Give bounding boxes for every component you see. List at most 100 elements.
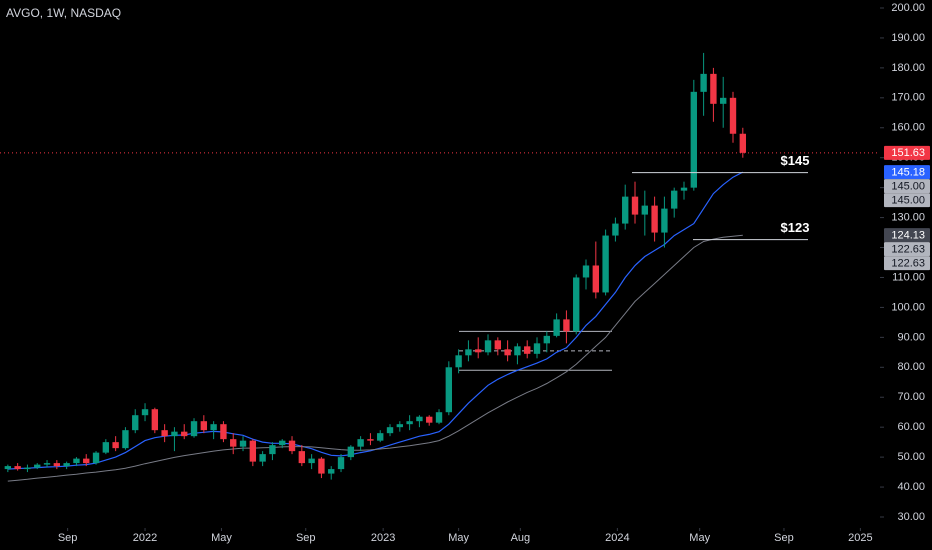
candle-body bbox=[465, 349, 472, 356]
candle-body bbox=[729, 97, 737, 134]
candle-body bbox=[631, 196, 639, 215]
candle-body bbox=[259, 454, 266, 462]
candle-body bbox=[102, 442, 110, 453]
y-tick-label: 130.00 bbox=[891, 211, 925, 223]
candle-body bbox=[563, 319, 570, 332]
y-tick-label: 160.00 bbox=[891, 122, 925, 134]
y-tick-label: 190.00 bbox=[891, 32, 925, 44]
candle-body bbox=[533, 343, 541, 354]
price-tag bbox=[884, 228, 930, 243]
candle-body bbox=[73, 458, 80, 464]
candle-body bbox=[690, 91, 697, 188]
candle-body bbox=[92, 452, 100, 464]
y-tick-label: 200.00 bbox=[891, 2, 925, 14]
candle-body bbox=[122, 430, 129, 449]
x-tick-label: Aug bbox=[511, 532, 531, 544]
price-tag-label: 122.63 bbox=[891, 258, 925, 270]
candle-body bbox=[112, 442, 119, 449]
candle-body bbox=[484, 340, 492, 353]
x-tick-label: 2024 bbox=[605, 532, 629, 544]
candle-body bbox=[249, 440, 257, 462]
candle-body bbox=[132, 415, 139, 431]
price-tag-label: 122.63 bbox=[891, 244, 925, 256]
candle-body bbox=[269, 445, 276, 455]
x-tick-label: 2022 bbox=[133, 532, 157, 544]
candle-body bbox=[710, 73, 717, 104]
price-tag-label: 124.13 bbox=[891, 230, 925, 242]
candle-body bbox=[318, 458, 325, 474]
candle-body bbox=[210, 424, 217, 431]
price-tag-label: 151.63 bbox=[891, 147, 925, 159]
x-tick-label: May bbox=[211, 532, 232, 544]
candle-body bbox=[288, 440, 296, 452]
y-tick-label: 40.00 bbox=[897, 481, 925, 493]
price-tag bbox=[884, 179, 930, 194]
candle-body bbox=[220, 424, 227, 440]
price-tag bbox=[884, 193, 930, 208]
candle-body bbox=[455, 355, 462, 368]
price-tag bbox=[884, 242, 930, 257]
candle-body bbox=[347, 446, 355, 458]
y-tick-label: 50.00 bbox=[897, 451, 925, 463]
candle-body bbox=[367, 439, 374, 441]
y-tick-label: 180.00 bbox=[891, 62, 925, 74]
x-tick-label: May bbox=[689, 532, 710, 544]
price-tag bbox=[884, 145, 930, 160]
y-tick-label: 100.00 bbox=[891, 301, 925, 313]
candle-body bbox=[190, 421, 198, 437]
level-label: $145 bbox=[781, 153, 810, 168]
x-tick-label: 2023 bbox=[371, 532, 395, 544]
candle-body bbox=[612, 223, 619, 236]
y-tick-label: 170.00 bbox=[891, 92, 925, 104]
candle-body bbox=[181, 431, 188, 437]
y-tick-label: 70.00 bbox=[897, 391, 925, 403]
candle-body bbox=[308, 458, 315, 464]
candle-body bbox=[151, 409, 159, 431]
candle-body bbox=[4, 466, 12, 470]
candle-body bbox=[671, 190, 678, 209]
candle-body bbox=[720, 97, 727, 104]
price-tag-label: 145.00 bbox=[891, 195, 925, 207]
price-tag-label: 145.00 bbox=[891, 181, 925, 193]
candle-body bbox=[475, 349, 482, 353]
candle-body bbox=[337, 457, 345, 470]
level-label: $123 bbox=[781, 220, 810, 235]
candle-body bbox=[377, 433, 384, 441]
candle-body bbox=[279, 440, 286, 446]
candle-body bbox=[573, 277, 580, 332]
y-tick-label: 110.00 bbox=[892, 271, 925, 283]
candle-body bbox=[53, 463, 61, 467]
candle-body bbox=[582, 265, 590, 278]
candle-body bbox=[514, 346, 521, 356]
candle-body bbox=[426, 416, 433, 423]
candle-body bbox=[680, 187, 688, 191]
y-tick-label: 30.00 bbox=[897, 511, 925, 523]
y-tick-label: 90.00 bbox=[897, 331, 925, 343]
candle-body bbox=[396, 424, 404, 428]
candle-body bbox=[357, 439, 364, 447]
candle-body bbox=[592, 265, 599, 293]
candle-body bbox=[298, 451, 306, 464]
candle-body bbox=[700, 73, 707, 92]
candle-body bbox=[435, 412, 443, 423]
candle-body bbox=[386, 427, 394, 434]
candle-body bbox=[63, 463, 70, 467]
price-tag bbox=[884, 256, 930, 271]
candle-body bbox=[83, 458, 90, 464]
candle-body bbox=[641, 205, 648, 215]
candle-body bbox=[445, 367, 453, 413]
y-tick-label: 60.00 bbox=[897, 421, 925, 433]
candle-body bbox=[416, 416, 423, 422]
candle-body bbox=[34, 464, 41, 468]
candle-body bbox=[524, 346, 531, 354]
price-tag bbox=[884, 165, 930, 180]
y-tick-label: 80.00 bbox=[897, 361, 925, 373]
price-tag-label: 145.18 bbox=[891, 167, 925, 179]
x-tick-label: Sep bbox=[296, 532, 316, 544]
candle-body bbox=[494, 340, 502, 350]
candle-body bbox=[43, 463, 51, 465]
candle-body bbox=[141, 409, 149, 416]
candle-body bbox=[739, 133, 746, 153]
